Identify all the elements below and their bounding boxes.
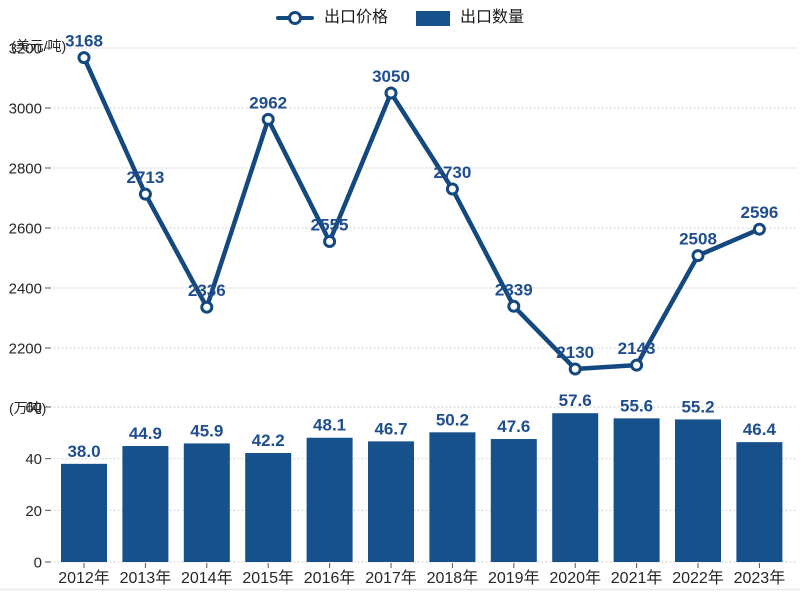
- point-value-label: 2730: [433, 163, 471, 182]
- point-value-label: 2336: [188, 281, 226, 300]
- point-value-label: 2508: [679, 230, 717, 249]
- bar-value-label: 42.2: [252, 431, 285, 450]
- bar-value-label: 46.7: [374, 419, 407, 438]
- legend-item-export-quantity[interactable]: 出口数量: [416, 10, 524, 26]
- y-tick-label: 2800: [9, 161, 42, 178]
- line-marker-2015年: [261, 112, 275, 126]
- bar-value-label: 50.2: [436, 410, 469, 429]
- line-marker-2017年: [384, 86, 398, 100]
- point-value-label: 2713: [126, 168, 164, 187]
- bar-2017年: [368, 441, 414, 562]
- line-marker-2014年: [200, 300, 214, 314]
- bar-value-label: 55.6: [620, 396, 653, 415]
- point-value-label: 2596: [740, 203, 778, 222]
- bar-value-label: 57.6: [559, 391, 592, 410]
- point-value-label: 2555: [311, 216, 349, 235]
- year-label: 2015年: [242, 569, 294, 587]
- price-line-path: [81, 55, 762, 372]
- bar-value-label: 55.2: [681, 397, 714, 416]
- legend: 出口价格 出口数量: [0, 10, 800, 26]
- bar-value-label: 47.6: [497, 417, 530, 436]
- bar-value-label: 48.1: [313, 416, 346, 435]
- bar-2016年: [306, 437, 353, 562]
- bar-value-label: 44.9: [129, 424, 162, 443]
- bar-2014年: [183, 443, 230, 562]
- year-label: 2017年: [365, 569, 417, 587]
- line-marker-2016年: [323, 235, 337, 248]
- year-label: 2020年: [549, 569, 601, 587]
- point-value-label: 3050: [372, 67, 410, 86]
- point-value-label: 2962: [249, 93, 287, 112]
- bar-series-icon: [416, 10, 450, 26]
- bar-2020年: [552, 413, 599, 562]
- bar-value-label: 46.4: [743, 420, 777, 439]
- y-tick-label: 20: [25, 503, 42, 520]
- legend-export-quantity-label: 出口数量: [460, 9, 525, 26]
- y-tick-label: 3000: [9, 101, 42, 118]
- line-marker-2012年: [77, 51, 91, 65]
- line-marker-2023年: [752, 222, 766, 236]
- bar-2019年: [490, 439, 537, 562]
- year-label: 2018年: [427, 569, 479, 587]
- point-value-label: 2143: [618, 339, 656, 358]
- y-tick-label: 2600: [9, 221, 42, 238]
- line-series-icon: [275, 11, 314, 25]
- y-tick-label: 2400: [9, 281, 42, 298]
- bar-value-label: 45.9: [190, 421, 223, 440]
- y-tick-label: 0: [34, 555, 42, 572]
- legend-item-export-price[interactable]: 出口价格: [275, 9, 388, 26]
- line-marker-2013年: [138, 187, 152, 201]
- year-label: 2012年: [58, 569, 110, 587]
- bar-2022年: [675, 419, 721, 562]
- point-value-label: 2130: [556, 343, 594, 362]
- price-axis-unit-label: (美元/吨): [11, 38, 67, 54]
- point-value-label: 3168: [65, 32, 103, 51]
- line-marker-2020年: [568, 362, 582, 376]
- year-label: 2016年: [304, 569, 356, 587]
- year-label: 2021年: [611, 569, 663, 587]
- bar-2015年: [245, 452, 292, 562]
- line-marker-icon: [287, 11, 302, 25]
- quantity-axis-unit-label: (万吨): [9, 400, 47, 416]
- bar-2023年: [736, 442, 783, 562]
- bar-2021年: [613, 418, 660, 562]
- year-label: 2022年: [672, 569, 724, 587]
- bar-2013年: [122, 446, 169, 562]
- bar-value-label: 38.0: [67, 442, 100, 461]
- line-marker-2018年: [445, 182, 459, 196]
- year-label: 2023年: [734, 569, 786, 587]
- line-marker-2021年: [630, 358, 644, 372]
- year-label: 2013年: [120, 569, 172, 587]
- year-label: 2014年: [181, 569, 233, 587]
- bar-2012年: [61, 463, 107, 562]
- year-label: 2019年: [488, 569, 540, 587]
- line-marker-2019年: [507, 299, 521, 313]
- y-tick-label: 2200: [9, 341, 42, 358]
- point-value-label: 2339: [495, 280, 533, 299]
- y-tick-label: 40: [25, 451, 42, 468]
- legend-export-price-label: 出口价格: [323, 9, 388, 26]
- y-tick-label: 3200: [9, 41, 42, 58]
- bar-2018年: [429, 432, 476, 562]
- y-tick-label: 60: [25, 400, 42, 417]
- line-marker-2022年: [691, 249, 705, 263]
